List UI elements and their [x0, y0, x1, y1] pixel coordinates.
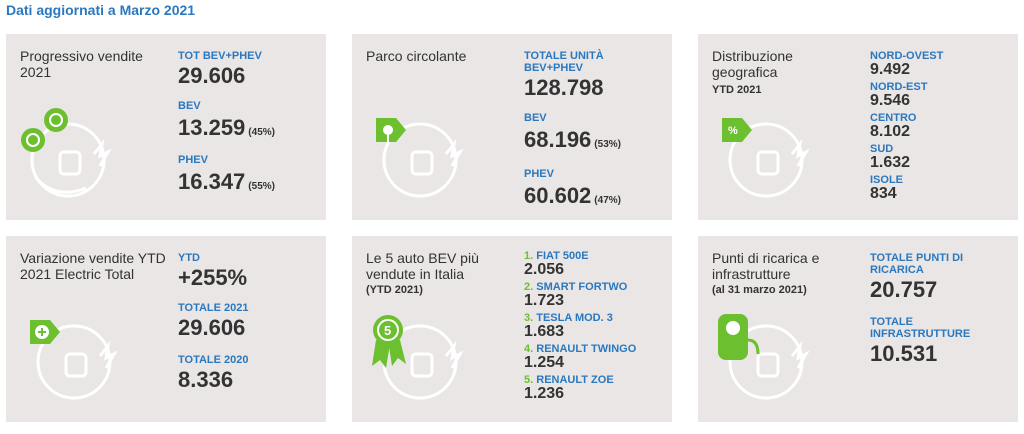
metric-label: ISOLE	[870, 174, 904, 186]
metric-value: 8.102	[870, 123, 911, 140]
metric-value: 16.347	[178, 169, 246, 194]
metric-label-line2: BEV+PHEV	[524, 62, 583, 74]
metric-value: 29.606	[178, 315, 246, 340]
metric-value: 128.798	[524, 75, 604, 100]
metric-value: 60.602	[524, 183, 592, 208]
rank-number: 3.	[524, 312, 534, 324]
ev-charger-percent-icon	[21, 108, 112, 198]
card-title: Parco circolante	[366, 48, 467, 64]
metric-label: TOTALE PUNTI DI	[870, 252, 964, 264]
metric-label: NORD-EST	[870, 81, 928, 93]
card-distribuzione-geografica: Distribuzione geografica YTD 2021 % NORD…	[698, 34, 1018, 220]
metric-label: NORD-OVEST	[870, 50, 944, 62]
car-name: TESLA MOD. 3	[536, 312, 613, 324]
car-name: RENAULT TWINGO	[536, 343, 637, 355]
metric-percent: (53%)	[594, 139, 621, 150]
list-item-value: 1.683	[524, 323, 565, 340]
ev-tag-plus-icon	[30, 320, 118, 400]
rank-number: 1.	[524, 250, 534, 262]
metric-label: YTD	[178, 252, 200, 264]
list-item-label: 5. RENAULT ZOE	[524, 374, 614, 386]
metric-value: 10.531	[870, 341, 938, 366]
card-variazione-vendite: Variazione vendite YTD 2021 Electric Tot…	[6, 236, 326, 422]
metric-label: PHEV	[524, 168, 554, 180]
metric-value: 68.196	[524, 127, 592, 152]
rank-number: 4.	[524, 343, 534, 355]
metric-label-line2: RICARICA	[870, 264, 924, 276]
metric-label: TOTALE	[870, 316, 913, 328]
card-title: Distribuzione geografica	[712, 48, 793, 80]
car-name: FIAT 500E	[536, 250, 589, 262]
card-top5-bev: Le 5 auto BEV più vendute in Italia (YTD…	[352, 236, 672, 422]
card-progressivo-vendite: Progressivo vendite 2021 TOT BEV+PHEV 29…	[6, 34, 326, 220]
list-item-value: 1.254	[524, 354, 565, 371]
metric-row: 13.259 (45%)	[178, 116, 275, 140]
metric-row: 16.347 (55%)	[178, 170, 275, 194]
metric-percent: (55%)	[248, 181, 275, 192]
metric-value: 9.492	[870, 61, 911, 78]
metric-value: +255%	[178, 265, 248, 290]
ev-tag-percent-icon: %	[722, 118, 810, 198]
card-subtitle: YTD 2021	[712, 84, 762, 96]
metric-label: TOTALE UNITÀ	[524, 50, 604, 62]
page-title: Dati aggiornati a Marzo 2021	[6, 2, 196, 18]
card-parco-circolante: Parco circolante TOTALE UNITÀ BEV+PHEV 1…	[352, 34, 672, 220]
list-item-label: 2. SMART FORTWO	[524, 281, 627, 293]
card-title: Le 5 auto BEV più vendute in Italia	[366, 250, 479, 282]
list-item-value: 1.236	[524, 385, 565, 402]
metric-percent: (45%)	[248, 127, 275, 138]
metric-label: SUD	[870, 143, 894, 155]
metric-label: PHEV	[178, 154, 208, 166]
metric-value: 9.546	[870, 92, 911, 109]
rank-badge-five-icon: 5	[372, 315, 464, 400]
metric-value: 13.259	[178, 115, 246, 140]
metric-value: 29.606	[178, 63, 246, 88]
card-subtitle: (YTD 2021)	[366, 284, 423, 296]
card-title: Variazione vendite YTD 2021 Electric Tot…	[20, 250, 166, 282]
rank-number: 5.	[524, 374, 534, 386]
metric-row: 60.602 (47%)	[524, 184, 621, 208]
metric-label: CENTRO	[870, 112, 917, 124]
metric-value: 834	[870, 185, 897, 202]
list-item-value: 1.723	[524, 292, 565, 309]
list-item-value: 2.056	[524, 261, 565, 278]
metric-row: 68.196 (53%)	[524, 128, 621, 152]
metric-label: BEV	[524, 112, 547, 124]
rank-number: 2.	[524, 281, 534, 293]
ev-tag-pin-icon	[376, 118, 464, 198]
charging-station-icon	[718, 314, 810, 400]
svg-text:5: 5	[384, 323, 391, 338]
svg-text:%: %	[728, 125, 738, 137]
metric-label: TOTALE 2021	[178, 302, 249, 314]
metric-value: 1.632	[870, 154, 911, 171]
metric-label-line2: INFRASTRUTTURE	[870, 328, 971, 340]
car-name: SMART FORTWO	[536, 281, 628, 293]
car-name: RENAULT ZOE	[536, 374, 614, 386]
metric-label: BEV	[178, 100, 201, 112]
metric-label: TOT BEV+PHEV	[178, 50, 262, 62]
list-item-label: 4. RENAULT TWINGO	[524, 343, 636, 355]
list-item-label: 1. FIAT 500E	[524, 250, 589, 262]
metric-percent: (47%)	[594, 195, 621, 206]
metric-value: 8.336	[178, 367, 234, 392]
card-subtitle: (al 31 marzo 2021)	[712, 284, 807, 296]
card-title: Punti di ricarica e infrastrutture	[712, 250, 820, 282]
card-title: Progressivo vendite 2021	[20, 48, 143, 80]
metric-label: TOTALE 2020	[178, 354, 249, 366]
card-punti-ricarica: Punti di ricarica e infrastrutture (al 3…	[698, 236, 1018, 422]
list-item-label: 3. TESLA MOD. 3	[524, 312, 613, 324]
metric-value: 20.757	[870, 277, 938, 302]
